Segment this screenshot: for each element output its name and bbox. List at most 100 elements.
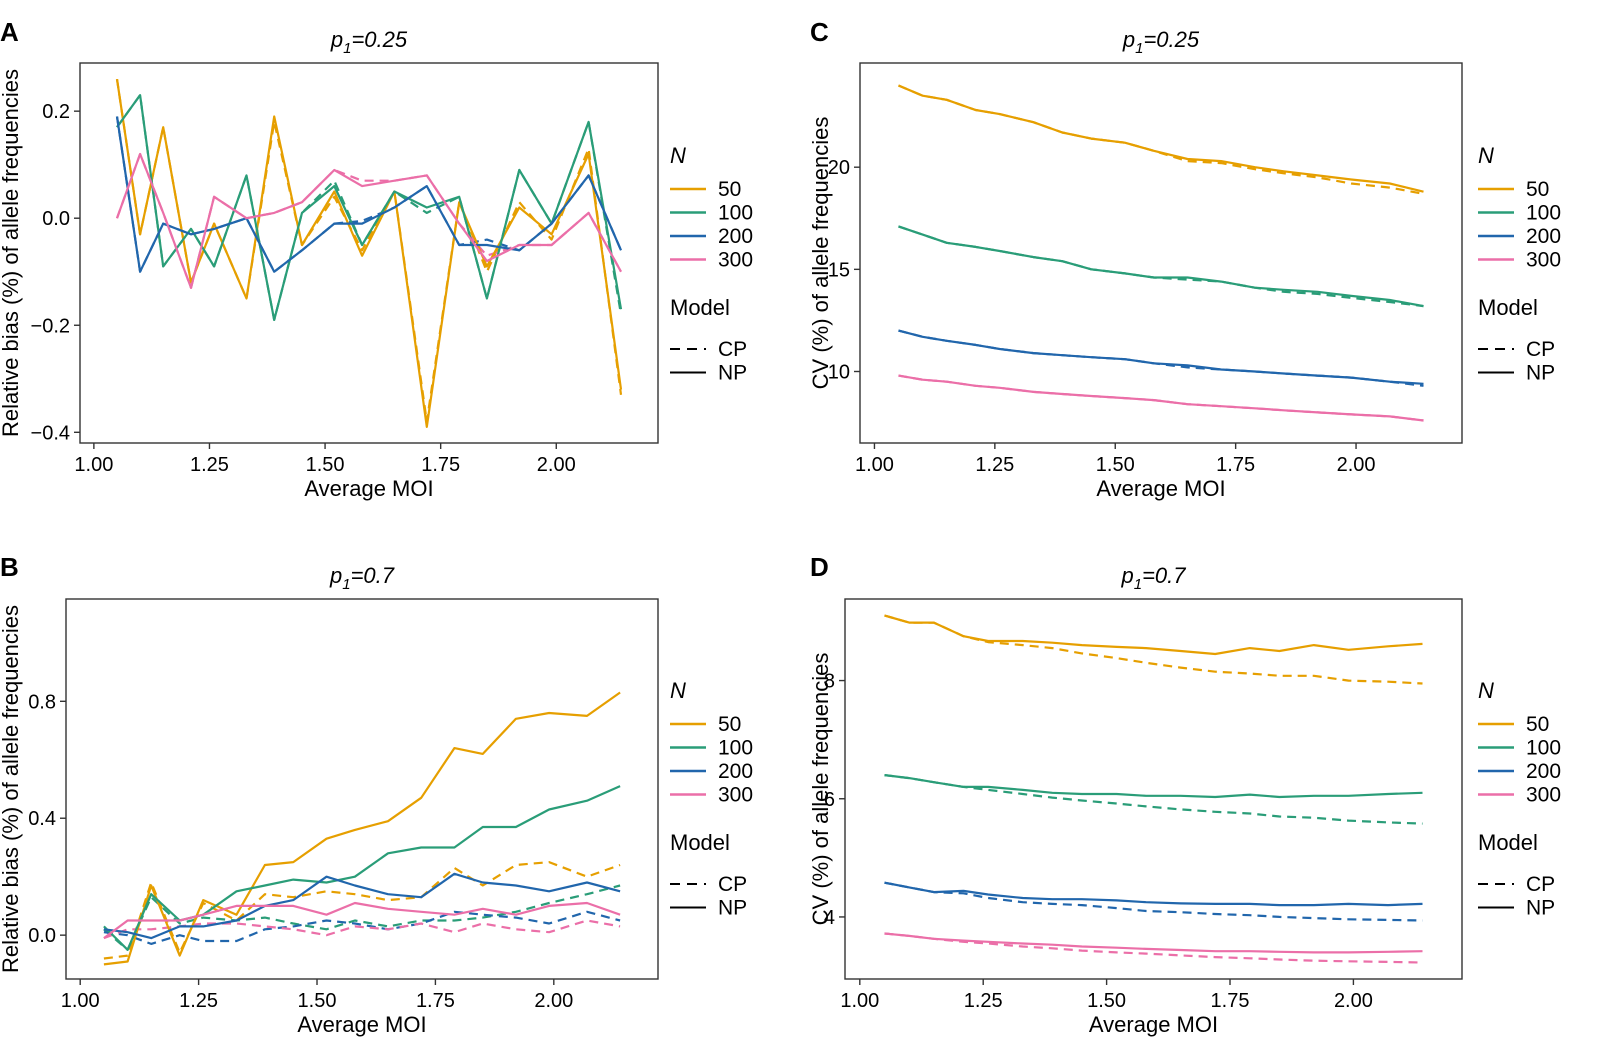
x-tick-label: 1.75 (1216, 454, 1255, 476)
title-value: =0.7 (351, 563, 395, 588)
x-tick-label: 1.50 (1096, 454, 1135, 476)
x-tick-label: 1.00 (74, 454, 113, 476)
legend-n-title: N (1478, 678, 1494, 703)
y-tick-label: 0.4 (28, 808, 56, 830)
series-line-n50-cp (898, 84, 1424, 195)
x-tick-label: 1.25 (179, 990, 218, 1012)
series-line-n100-np (884, 774, 1423, 799)
y-axis-label: CV (%) of allele frequencies (808, 117, 833, 390)
legend-label-n50: 50 (1526, 178, 1549, 201)
x-tick-label: 1.50 (298, 990, 337, 1012)
legend-label-n200: 200 (718, 760, 753, 783)
y-axis-label: CV (%) of allele frequencies (808, 653, 833, 926)
panel-title: p1=0.25 (330, 27, 408, 57)
x-tick-label: 1.00 (840, 990, 879, 1012)
series-group (884, 614, 1423, 964)
legend-label-n100: 100 (1526, 737, 1561, 760)
x-tick-label: 1.25 (964, 990, 1003, 1012)
legend-label-cp: CP (1526, 338, 1555, 361)
series-group (115, 78, 623, 428)
y-tick-label: −0.2 (31, 315, 70, 337)
series-line-n100-cp (103, 884, 621, 951)
x-tick-label: 1.75 (1211, 990, 1250, 1012)
legend-label-n50: 50 (1526, 713, 1549, 736)
plot-frame (844, 598, 1463, 980)
panel-letter: D (810, 552, 829, 582)
title-subscript: 1 (343, 40, 351, 57)
x-tick-label: 1.25 (190, 454, 229, 476)
panel-letter: B (0, 552, 19, 582)
legend-label-n300: 300 (718, 249, 753, 272)
series-line-n50-cp (115, 78, 623, 423)
x-tick-label: 1.50 (306, 454, 345, 476)
title-subscript: 1 (1135, 40, 1143, 57)
legend-n-title: N (670, 143, 686, 168)
x-tick-label: 1.75 (421, 454, 460, 476)
legend-n-title: N (670, 678, 686, 703)
y-tick-label: 0.2 (42, 101, 70, 123)
series-line-n300-cp (103, 919, 621, 940)
series-line-n100-np (103, 785, 621, 951)
y-axis-label: Relative bias (%) of allele frequencies (0, 69, 23, 437)
panel-letter: C (810, 17, 829, 47)
title-value: =0.7 (1142, 563, 1186, 588)
title-p: p (1122, 27, 1135, 52)
panel-title: p1=0.7 (329, 563, 395, 593)
legend-label-np: NP (1526, 362, 1555, 385)
panel-title: p1=0.7 (1120, 563, 1186, 593)
legend-label-cp: CP (1526, 873, 1555, 896)
legend-model-title: Model (670, 295, 730, 320)
title-p: p (329, 563, 342, 588)
panel-letter: A (0, 17, 19, 47)
x-tick-label: 2.00 (1337, 454, 1376, 476)
title-subscript: 1 (342, 576, 350, 593)
x-axis-label: Average MOI (304, 476, 433, 501)
series-line-n50-np (898, 84, 1424, 193)
series-line-n200-cp (103, 910, 621, 946)
x-tick-label: 2.00 (537, 454, 576, 476)
legend-label-n100: 100 (718, 737, 753, 760)
legend-label-n200: 200 (1526, 225, 1561, 248)
x-axis-label: Average MOI (1089, 1012, 1218, 1037)
title-value: =0.25 (1143, 27, 1199, 52)
legend-label-np: NP (1526, 897, 1555, 920)
x-axis-label: Average MOI (297, 1012, 426, 1037)
title-subscript: 1 (1134, 576, 1142, 593)
y-axis-label: Relative bias (%) of allele frequencies (0, 605, 23, 973)
y-tick-label: 10 (828, 361, 850, 383)
panel-title: p1=0.25 (1122, 27, 1200, 57)
series-line-n300-np (884, 932, 1423, 954)
x-tick-label: 1.00 (61, 990, 100, 1012)
y-tick-label: 0.8 (28, 691, 56, 713)
y-tick-label: 4 (824, 907, 835, 929)
legend-label-n300: 300 (718, 784, 753, 807)
series-line-n300-np (103, 901, 621, 939)
y-tick-label: 6 (824, 789, 835, 811)
series-line-n200-np (103, 872, 621, 940)
series-line-n200-np (884, 881, 1423, 907)
x-tick-label: 1.00 (855, 454, 894, 476)
x-tick-label: 2.00 (1334, 990, 1373, 1012)
series-line-n50-np (884, 614, 1423, 656)
series-line-n100-np (116, 93, 623, 321)
series-line-n300-np (898, 374, 1424, 422)
y-tick-label: 8 (824, 671, 835, 693)
y-tick-label: 0.0 (42, 208, 70, 230)
series-line-n100-cp (116, 93, 623, 321)
series-line-n200-np (115, 116, 623, 273)
series-line-n100-cp (884, 774, 1423, 825)
legend-label-cp: CP (718, 338, 747, 361)
y-tick-label: −0.4 (31, 422, 70, 444)
plot-frame (65, 598, 659, 980)
series-line-n100-np (898, 225, 1424, 308)
series-line-n50-np (103, 691, 621, 966)
legend-label-np: NP (718, 362, 747, 385)
